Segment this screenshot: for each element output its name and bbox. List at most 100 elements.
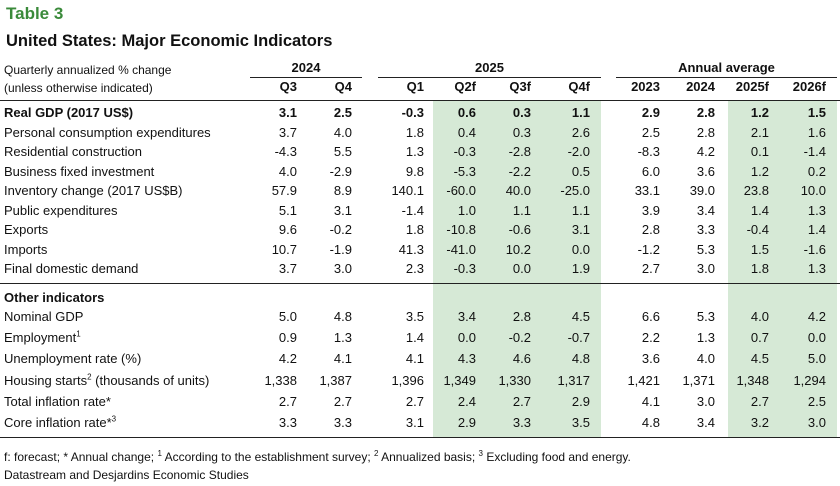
table-cell: 140.1 — [391, 183, 424, 198]
row-label: Real GDP (2017 US$) — [4, 105, 133, 121]
row-label: Final domestic demand — [4, 261, 138, 277]
table-cell: 1.3 — [333, 330, 352, 345]
table-cell: 1.5 — [807, 105, 826, 120]
table-cell: -1.9 — [329, 241, 352, 257]
table-cell: 1.1 — [571, 105, 590, 120]
row-label-text: Personal consumption expenditures — [4, 124, 211, 140]
footnote-marker-1: 1 — [157, 449, 162, 458]
row-label-text: Total inflation rate* — [4, 394, 111, 409]
table-cell: 1,317 — [557, 373, 590, 388]
table-cell: 6.0 — [641, 163, 660, 179]
table-cell: 3.9 — [641, 202, 660, 218]
table-cell: 3.1 — [278, 105, 297, 120]
table-cell: 3.4 — [457, 309, 476, 324]
row-label-text: Unemployment rate (%) — [4, 351, 142, 366]
units-note-qualifier: (unless otherwise indicated) — [4, 81, 153, 95]
table-cell: 0.1 — [750, 144, 769, 159]
table-cell: -0.2 — [508, 330, 531, 345]
table-cell: 2.7 — [512, 394, 531, 409]
table-cell: -60.0 — [446, 183, 476, 198]
row-label: Housing starts2 (thousands of units) — [4, 373, 209, 389]
table-cell: -2.8 — [508, 144, 531, 159]
table-cell: 4.0 — [278, 163, 297, 179]
table-cell: 1.1 — [571, 202, 590, 218]
table-cell: 3.0 — [696, 261, 715, 276]
table-cell: 2.7 — [750, 394, 769, 409]
table-cell: 4.2 — [696, 144, 715, 159]
table-cell: 57.9 — [271, 183, 297, 198]
table-cell: -1.2 — [637, 241, 660, 257]
table-cell: 40.0 — [505, 183, 531, 198]
row-label-text: Exports — [4, 222, 49, 237]
table-cell: 5.5 — [333, 144, 352, 159]
table-cell: 1,349 — [443, 373, 476, 388]
table-cell: 1,421 — [627, 373, 660, 388]
group-header-annual-average: Annual average — [678, 60, 775, 75]
table-cell: 39.0 — [689, 183, 715, 198]
table-cell: 3.3 — [278, 415, 297, 430]
table-cell: 2.5 — [641, 124, 660, 140]
row-label: Employment1 — [4, 330, 81, 346]
section-title-other-indicators: Other indicators — [4, 290, 105, 305]
table-cell: 1.3 — [807, 261, 826, 276]
table-cell: 8.9 — [333, 183, 352, 198]
table-cell: 4.1 — [405, 351, 424, 366]
table-cell: 10.7 — [271, 241, 297, 257]
table-cell: 1,294 — [793, 373, 826, 388]
table-cell: 1.4 — [750, 202, 769, 218]
table-cell: 0.6 — [457, 105, 476, 120]
group-header-2024: 2024 — [291, 60, 321, 75]
table-cell: 4.0 — [333, 124, 352, 140]
row-label-text: Real GDP (2017 US$) — [4, 105, 134, 120]
table-cell: 2.7 — [405, 394, 424, 409]
table-cell: 3.3 — [696, 222, 715, 237]
table-cell: -0.3 — [453, 144, 476, 159]
table-cell: 1.8 — [405, 222, 424, 237]
table-cell: 10.2 — [505, 241, 531, 257]
row-label: Imports — [4, 242, 47, 258]
table-cell: 3.1 — [405, 415, 424, 430]
table-cell: 2.2 — [641, 330, 660, 345]
column-header: 2023 — [631, 79, 660, 94]
table-cell: 4.3 — [457, 351, 476, 366]
table-cell: 3.0 — [807, 415, 826, 430]
table-cell: 5.1 — [278, 202, 297, 218]
table-cell: 1.0 — [457, 202, 476, 218]
table-cell: -5.3 — [453, 163, 476, 179]
table-cell: 4.8 — [641, 415, 660, 430]
table-cell: 1.6 — [807, 124, 826, 140]
table-cell: 4.2 — [278, 351, 297, 366]
table-cell: -10.8 — [446, 222, 476, 237]
table-cell: 1.9 — [571, 261, 590, 276]
table-cell: 2.7 — [333, 394, 352, 409]
column-header: 2026f — [792, 79, 826, 94]
table-cell: 33.1 — [634, 183, 660, 198]
table-cell: 1,387 — [319, 373, 352, 388]
table-cell: 0.0 — [571, 241, 590, 257]
table-cell: 1.2 — [750, 105, 769, 120]
table-cell: 0.0 — [512, 261, 531, 276]
table-cell: 2.7 — [641, 261, 660, 276]
table-cell: 2.4 — [457, 394, 476, 409]
table-cell: 0.7 — [750, 330, 769, 345]
table-cell: -0.4 — [746, 222, 769, 237]
table-cell: -2.0 — [567, 144, 590, 159]
table-cell: 3.0 — [333, 261, 352, 276]
table-cell: 4.5 — [571, 309, 590, 324]
table-cell: 9.6 — [278, 222, 297, 237]
table-cell: 3.4 — [696, 202, 715, 218]
row-label: Residential construction — [4, 144, 142, 160]
table-cell: 4.1 — [641, 394, 660, 409]
footnote-marker-3: 3 — [478, 449, 483, 458]
table-cell: 4.5 — [750, 351, 769, 366]
table-cell: 4.6 — [512, 351, 531, 366]
table-cell: 4.0 — [750, 309, 769, 324]
row-label: Public expenditures — [4, 203, 117, 219]
table-cell: 2.5 — [333, 105, 352, 120]
table-cell: 3.4 — [696, 415, 715, 430]
row-label: Total inflation rate* — [4, 394, 111, 410]
table-cell: 1,396 — [391, 373, 424, 388]
table-cell: 2.9 — [457, 415, 476, 430]
table-cell: 1,348 — [736, 373, 769, 388]
table-cell: 5.3 — [696, 241, 715, 257]
